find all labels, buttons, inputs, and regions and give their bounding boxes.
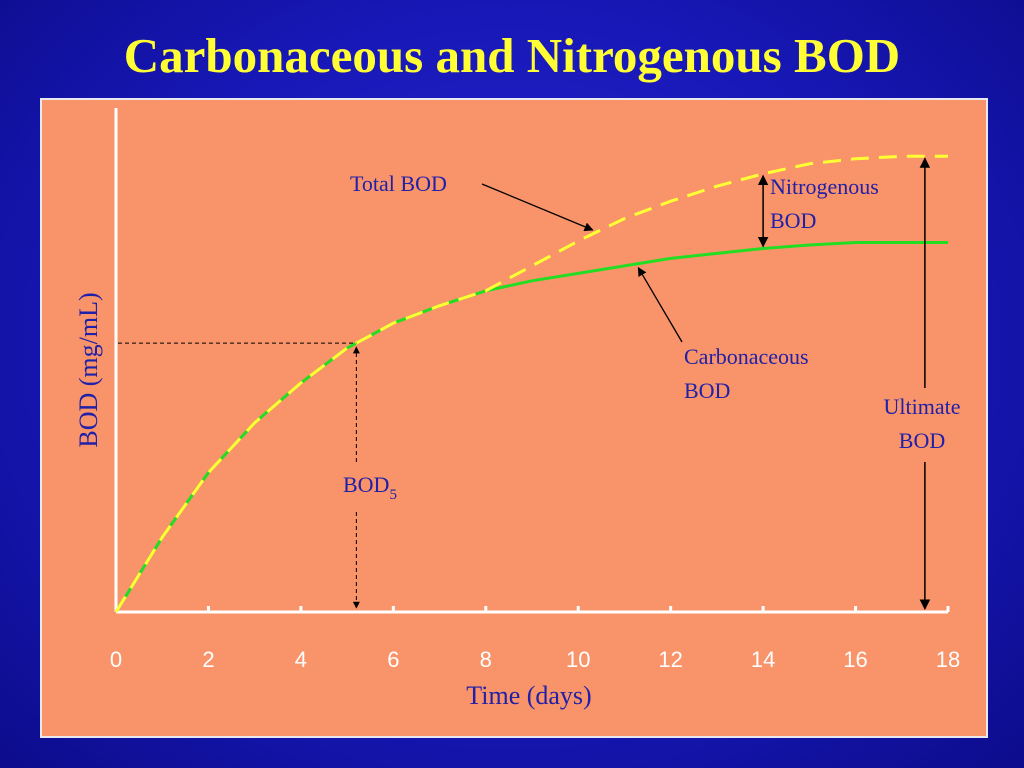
x-tick-label: 6 [387,647,399,672]
bod5-label: BOD5 [343,472,397,503]
x-tick-label: 12 [658,647,682,672]
x-axis-title: Time (days) [466,681,591,710]
x-tick-label: 16 [843,647,867,672]
bod-chart: 0 2 4 6 8 10 12 14 16 18 Time (days) BOD (mg/mL) … [74,108,961,710]
chart-panel: 0 2 4 6 8 10 12 14 16 18 Time (days) BOD (mg/mL) … [40,98,988,738]
ultimate-bod-label-line2: BOD [899,428,945,453]
x-tick-label: 10 [566,647,590,672]
total-bod-pointer [481,183,594,232]
nitrogenous-bod-label-line1: Nitrogenous [770,174,879,199]
y-axis-title: BOD (mg/mL) [74,292,103,447]
ultimate-bod-label-line1: Ultimate [884,394,961,419]
carbonaceous-bod-line [114,241,948,613]
bod5-label-subscript: 5 [389,487,397,503]
total-bod-label: Total BOD [350,171,447,196]
carbonaceous-bod-label-line2: BOD [684,378,730,403]
x-tick-label: 0 [110,647,122,672]
bod5-label-main: BOD [343,472,389,497]
x-tick-label: 2 [202,647,214,672]
x-tick-label: 8 [480,647,492,672]
carbonaceous-bod-label-line1: Carbonaceous [684,344,809,369]
x-tick-label: 18 [936,647,960,672]
x-tick-label: 4 [295,647,307,672]
carbonaceous-bod-pointer [637,266,683,343]
total-bod-line [114,154,948,613]
nitrogenous-bod-label-line2: BOD [770,208,816,233]
slide-title: Carbonaceous and Nitrogenous BOD [123,28,901,83]
x-tick-label: 14 [751,647,775,672]
